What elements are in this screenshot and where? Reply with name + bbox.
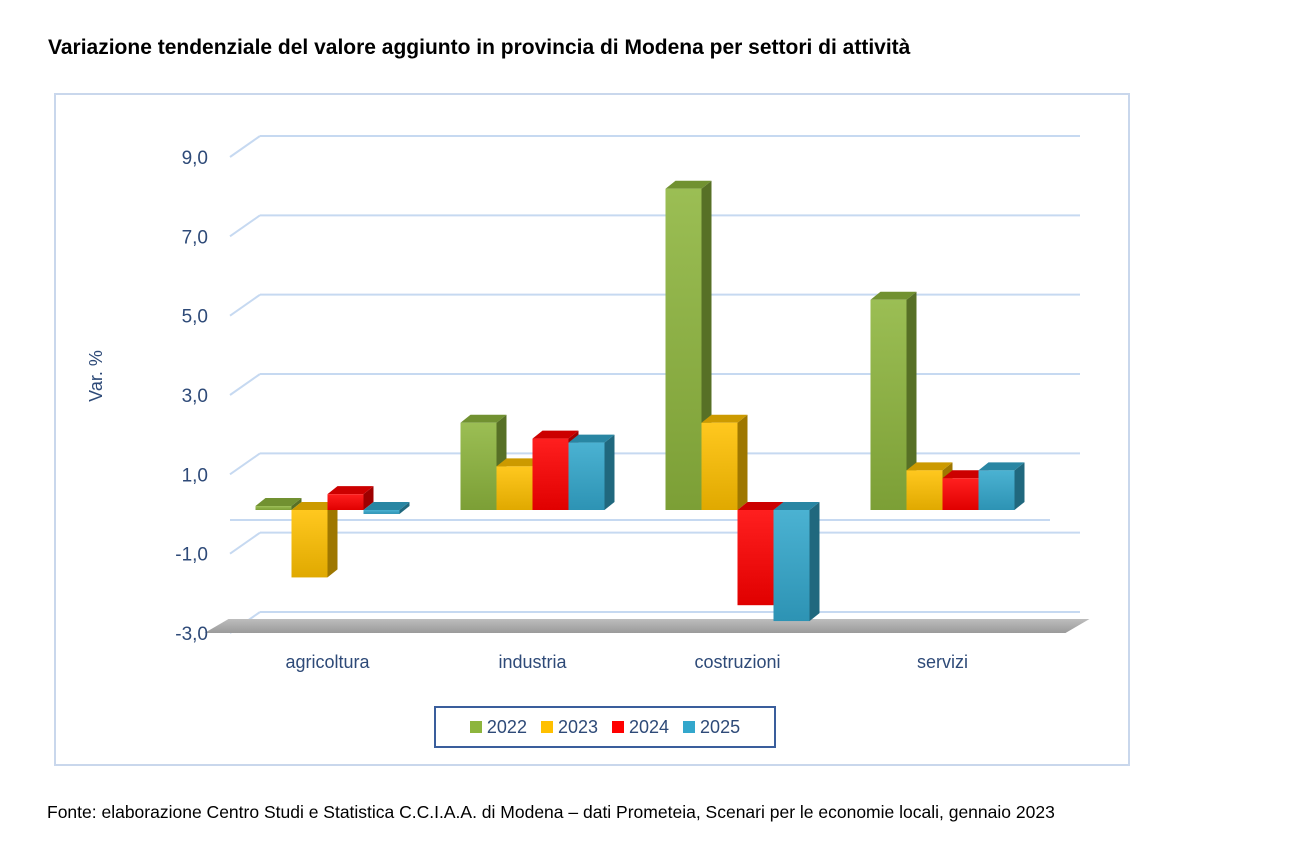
legend-swatch <box>469 721 482 733</box>
gridline-depth <box>229 373 261 396</box>
category-label: industria <box>498 652 567 672</box>
bar-2022-servizi <box>870 291 917 510</box>
legend-swatch <box>540 721 553 733</box>
legend-label: 2022 <box>486 716 527 737</box>
gridline-depth <box>229 452 261 476</box>
y-tick-label: 9,0 <box>182 148 208 169</box>
legend-label: 2023 <box>557 716 598 737</box>
chart-legend: 2022 2023 2024 2025 <box>434 706 776 748</box>
bar-2023-costruzioni <box>701 414 748 510</box>
bar-2022-agricoltura <box>255 498 302 510</box>
bar-2023-agricoltura <box>291 502 338 578</box>
legend-item-2022: 2022 <box>469 716 527 738</box>
y-tick-label: -1,0 <box>175 545 208 566</box>
legend-item-2023: 2023 <box>540 716 598 738</box>
legend-swatch <box>612 721 624 733</box>
category-label: costruzioni <box>694 652 780 672</box>
y-tick-label: -3,0 <box>175 624 208 645</box>
floor-shadow <box>819 619 1090 633</box>
y-axis-label: Var. % <box>86 350 106 402</box>
legend-label: 2024 <box>629 716 670 737</box>
bar-2025-costruzioni <box>773 502 820 622</box>
y-tick-label: 1,0 <box>182 465 208 486</box>
gridline-depth <box>229 293 261 317</box>
y-tick-label: 3,0 <box>182 386 208 407</box>
source-note: Fonte: elaborazione Centro Studi e Stati… <box>47 802 1055 822</box>
bar-2025-servizi <box>978 462 1025 510</box>
gridline-depth <box>229 214 261 238</box>
y-tick-label: 7,0 <box>182 227 208 248</box>
category-label: agricoltura <box>285 652 370 672</box>
floor-shadow <box>409 619 680 633</box>
legend-label: 2025 <box>700 716 741 737</box>
category-label: servizi <box>917 652 968 672</box>
bar-2024-agricoltura <box>327 486 374 510</box>
bar-2025-industria <box>568 434 615 510</box>
legend-item-2025: 2025 <box>683 717 740 738</box>
legend-swatch <box>683 721 696 733</box>
y-tick-label: 5,0 <box>182 307 208 328</box>
legend-item-2024: 2024 <box>612 717 669 738</box>
gridline-depth <box>229 135 261 158</box>
chart-title: Variazione tendenziale del valore aggiun… <box>48 36 911 59</box>
gridline-depth <box>229 531 261 555</box>
bar-2025-agricoltura <box>363 502 410 514</box>
chart-frame <box>54 93 1130 766</box>
floor-shadow <box>204 619 475 633</box>
floor-shadow <box>614 619 885 633</box>
